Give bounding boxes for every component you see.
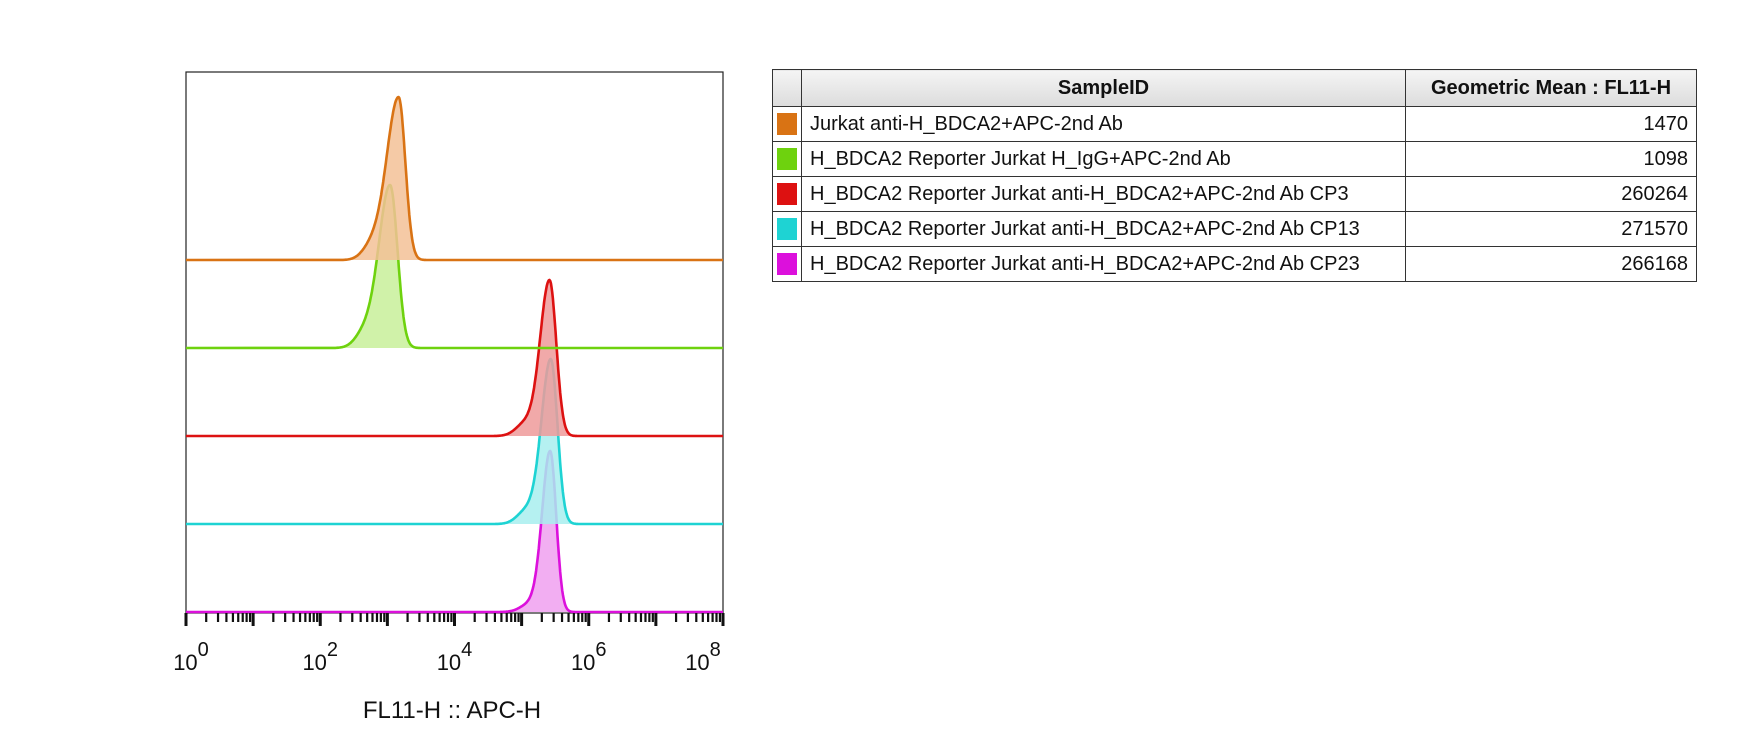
legend-sample-id: H_BDCA2 Reporter Jurkat anti-H_BDCA2+APC… bbox=[801, 211, 1406, 247]
histogram-curve bbox=[185, 95, 723, 262]
legend-row: H_BDCA2 Reporter Jurkat anti-H_BDCA2+APC… bbox=[772, 211, 1697, 247]
legend-sample-id: H_BDCA2 Reporter Jurkat anti-H_BDCA2+APC… bbox=[801, 246, 1406, 282]
x-tick-label: 108 bbox=[685, 639, 721, 675]
legend-header-sample-id: SampleID bbox=[801, 69, 1406, 107]
legend-swatch bbox=[777, 113, 797, 136]
legend-swatch bbox=[777, 183, 797, 206]
legend-swatch bbox=[777, 253, 797, 276]
legend-row: Jurkat anti-H_BDCA2+APC-2nd Ab 1470 bbox=[772, 106, 1697, 142]
legend-header-swatch bbox=[772, 69, 802, 107]
histogram-layers bbox=[185, 95, 723, 614]
legend-geometric-mean: 1098 bbox=[1405, 141, 1697, 177]
legend-header-geometric-mean: Geometric Mean : FL11-H bbox=[1405, 69, 1697, 107]
legend-row: H_BDCA2 Reporter Jurkat anti-H_BDCA2+APC… bbox=[772, 246, 1697, 282]
legend-row: H_BDCA2 Reporter Jurkat H_IgG+APC-2nd Ab… bbox=[772, 141, 1697, 177]
legend-geometric-mean: 271570 bbox=[1405, 211, 1697, 247]
legend-sample-id: Jurkat anti-H_BDCA2+APC-2nd Ab bbox=[801, 106, 1406, 142]
x-tick-label: 106 bbox=[571, 639, 607, 675]
legend-swatch bbox=[777, 218, 797, 241]
legend-table: SampleID Geometric Mean : FL11-H Jurkat … bbox=[772, 69, 1697, 282]
plot-frame bbox=[185, 71, 724, 614]
x-axis: 100 102 104 106 108 bbox=[173, 613, 725, 675]
legend-geometric-mean: 260264 bbox=[1405, 176, 1697, 212]
legend-geometric-mean: 266168 bbox=[1405, 246, 1697, 282]
legend-sample-id: H_BDCA2 Reporter Jurkat H_IgG+APC-2nd Ab bbox=[801, 141, 1406, 177]
x-axis-label: FL11-H :: APC-H bbox=[363, 697, 541, 724]
legend-sample-id: H_BDCA2 Reporter Jurkat anti-H_BDCA2+APC… bbox=[801, 176, 1406, 212]
legend-swatch bbox=[777, 148, 797, 171]
histogram-curve bbox=[186, 278, 723, 438]
legend-row: H_BDCA2 Reporter Jurkat anti-H_BDCA2+APC… bbox=[772, 176, 1697, 212]
x-tick-label: 102 bbox=[302, 639, 338, 675]
x-tick-label: 104 bbox=[437, 639, 473, 675]
legend-geometric-mean: 1470 bbox=[1405, 106, 1697, 142]
legend-header-row: SampleID Geometric Mean : FL11-H bbox=[772, 69, 1697, 107]
x-tick-label: 100 bbox=[173, 639, 209, 675]
